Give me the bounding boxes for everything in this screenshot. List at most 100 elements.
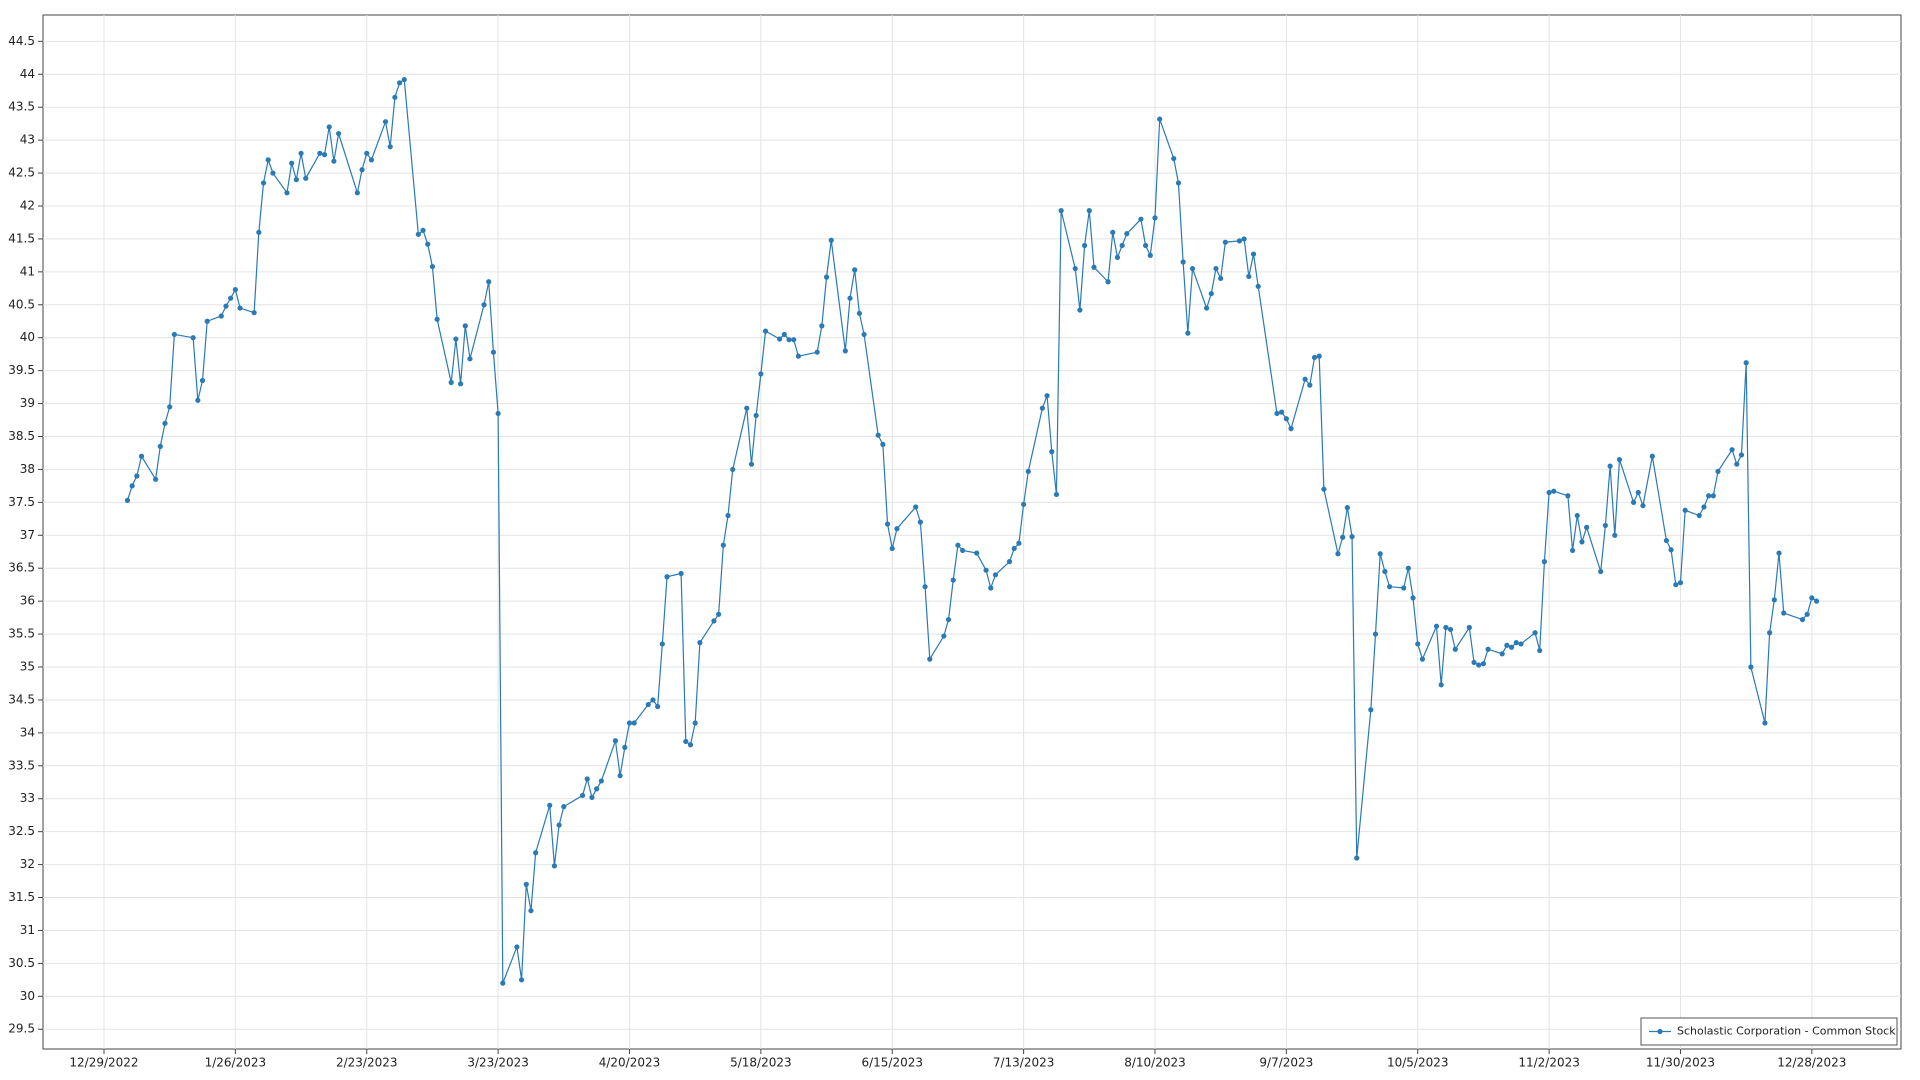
- point: [1316, 353, 1322, 359]
- point: [1006, 559, 1013, 565]
- x-tick-label: 5/18/2023: [730, 1056, 792, 1070]
- point: [1349, 534, 1355, 540]
- point: [1044, 393, 1050, 399]
- point: [950, 577, 956, 583]
- point: [1377, 551, 1383, 557]
- point: [434, 316, 440, 322]
- point: [711, 618, 717, 624]
- point: [687, 742, 694, 748]
- y-tick-label: 42: [20, 198, 35, 212]
- point: [1283, 416, 1289, 422]
- point: [1147, 252, 1153, 258]
- point: [1025, 468, 1031, 475]
- point: [1171, 155, 1177, 162]
- point: [1781, 610, 1787, 616]
- x-tick-label: 2/23/2023: [336, 1056, 398, 1070]
- point: [303, 175, 309, 181]
- point: [889, 545, 895, 552]
- point: [195, 397, 201, 403]
- point: [1663, 537, 1670, 544]
- point: [429, 263, 436, 270]
- point: [551, 863, 558, 869]
- point: [1152, 215, 1158, 221]
- point: [138, 453, 145, 459]
- point: [129, 483, 135, 489]
- y-tick-label: 43: [20, 133, 35, 147]
- point: [777, 336, 783, 342]
- point: [1447, 626, 1454, 633]
- point: [1602, 522, 1609, 529]
- point: [1410, 595, 1416, 601]
- point: [1607, 463, 1613, 469]
- point: [1274, 410, 1280, 417]
- point: [1612, 532, 1618, 538]
- point: [1471, 659, 1477, 666]
- point: [1729, 447, 1735, 453]
- y-tick-label: 43.5: [8, 100, 35, 114]
- point: [293, 177, 299, 183]
- point: [1677, 580, 1684, 586]
- point: [533, 850, 539, 856]
- point: [847, 295, 853, 301]
- y-tick-label: 44.5: [8, 34, 35, 48]
- point: [617, 773, 623, 779]
- point: [1649, 453, 1655, 459]
- point: [547, 802, 553, 808]
- point: [748, 461, 755, 467]
- point: [364, 150, 370, 156]
- point: [664, 574, 670, 580]
- point: [1321, 486, 1327, 492]
- point: [1175, 180, 1182, 186]
- point: [1771, 597, 1777, 603]
- point: [678, 570, 684, 577]
- point: [1762, 720, 1768, 726]
- x-tick-label: 11/2/2023: [1518, 1056, 1580, 1070]
- y-tick-label: 31: [20, 923, 35, 937]
- point: [1077, 307, 1083, 313]
- point: [730, 466, 736, 473]
- point: [1143, 242, 1149, 249]
- point: [1415, 641, 1421, 647]
- point: [1307, 382, 1313, 388]
- point: [1302, 376, 1308, 382]
- point: [387, 144, 393, 150]
- point: [744, 405, 750, 411]
- point: [199, 377, 206, 384]
- point: [941, 633, 947, 639]
- point: [1476, 662, 1482, 668]
- point: [655, 703, 661, 710]
- point: [1340, 534, 1346, 540]
- y-tick-label: 30: [20, 989, 35, 1003]
- point: [270, 170, 276, 176]
- point: [1630, 499, 1637, 505]
- point: [490, 349, 497, 355]
- point: [1250, 251, 1257, 257]
- y-tick-label: 36: [20, 594, 35, 608]
- point: [983, 567, 989, 573]
- point: [1189, 265, 1196, 272]
- point: [1565, 493, 1571, 499]
- point: [326, 124, 332, 130]
- point: [725, 512, 731, 519]
- point: [1072, 265, 1078, 272]
- point: [317, 150, 323, 156]
- point: [631, 720, 637, 726]
- y-tick-label: 40: [20, 330, 35, 344]
- point: [396, 80, 403, 86]
- point: [795, 353, 801, 359]
- point: [880, 441, 886, 448]
- point: [650, 697, 656, 703]
- point: [758, 371, 764, 377]
- point: [842, 348, 848, 354]
- point: [335, 130, 342, 137]
- point: [1419, 656, 1426, 662]
- point: [331, 158, 337, 164]
- point: [1743, 360, 1749, 366]
- point: [321, 152, 328, 158]
- y-tick-label: 44: [20, 67, 35, 81]
- point: [753, 412, 759, 419]
- point: [1203, 305, 1210, 311]
- legend-marker: [1657, 1028, 1663, 1035]
- point: [1433, 623, 1440, 629]
- point: [1138, 216, 1144, 222]
